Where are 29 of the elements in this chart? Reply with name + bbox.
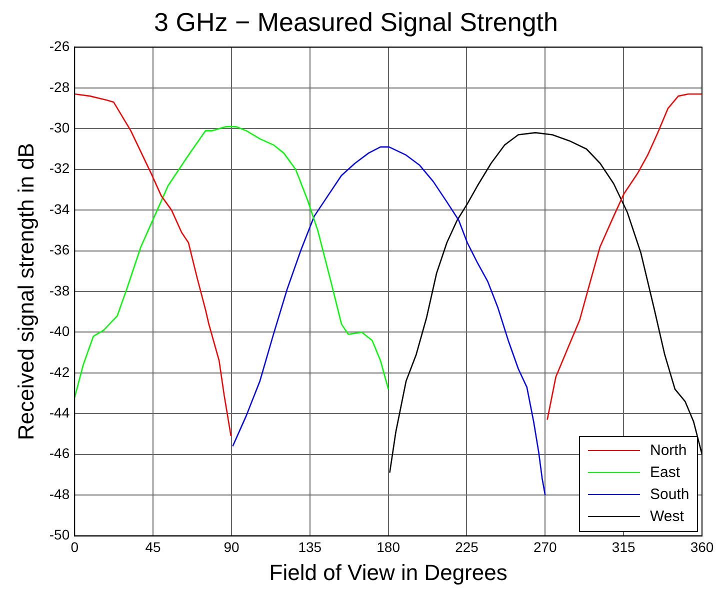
y-tick-label: -48	[49, 486, 70, 502]
x-axis-title: Field of View in Degrees	[269, 560, 508, 585]
y-tick-label: -32	[49, 160, 70, 176]
chart-title: 3 GHz − Measured Signal Strength	[154, 6, 558, 37]
y-tick-label: -46	[49, 445, 70, 462]
x-tick-label: 360	[690, 539, 714, 556]
y-tick-label: -44	[49, 404, 70, 421]
y-tick-label: -28	[49, 78, 70, 95]
y-tick-label: -26	[49, 38, 70, 54]
y-tick-label: -30	[49, 119, 70, 136]
x-tick-label: 45	[145, 539, 162, 556]
y-tick-label: -34	[49, 200, 70, 217]
y-tick-label: -40	[49, 323, 70, 340]
x-tick-label: 135	[298, 539, 322, 556]
x-tick-label: 0	[70, 539, 79, 556]
legend-label: West	[650, 508, 684, 526]
x-tick-label: 270	[533, 539, 558, 556]
legend-label: North	[650, 442, 687, 460]
legend-label: South	[650, 486, 690, 504]
x-tick-label: 225	[455, 539, 479, 556]
x-tick-label: 90	[224, 539, 240, 556]
y-tick-label: -50	[49, 526, 70, 543]
y-tick-label: -38	[49, 282, 70, 298]
y-axis-title: Received signal strength in dB	[13, 142, 38, 440]
legend-label: East	[650, 464, 680, 482]
y-tick-label: -36	[49, 242, 70, 258]
y-tick-label: -42	[49, 364, 70, 380]
x-tick-label: 315	[612, 539, 636, 556]
x-tick-label: 180	[376, 539, 400, 556]
